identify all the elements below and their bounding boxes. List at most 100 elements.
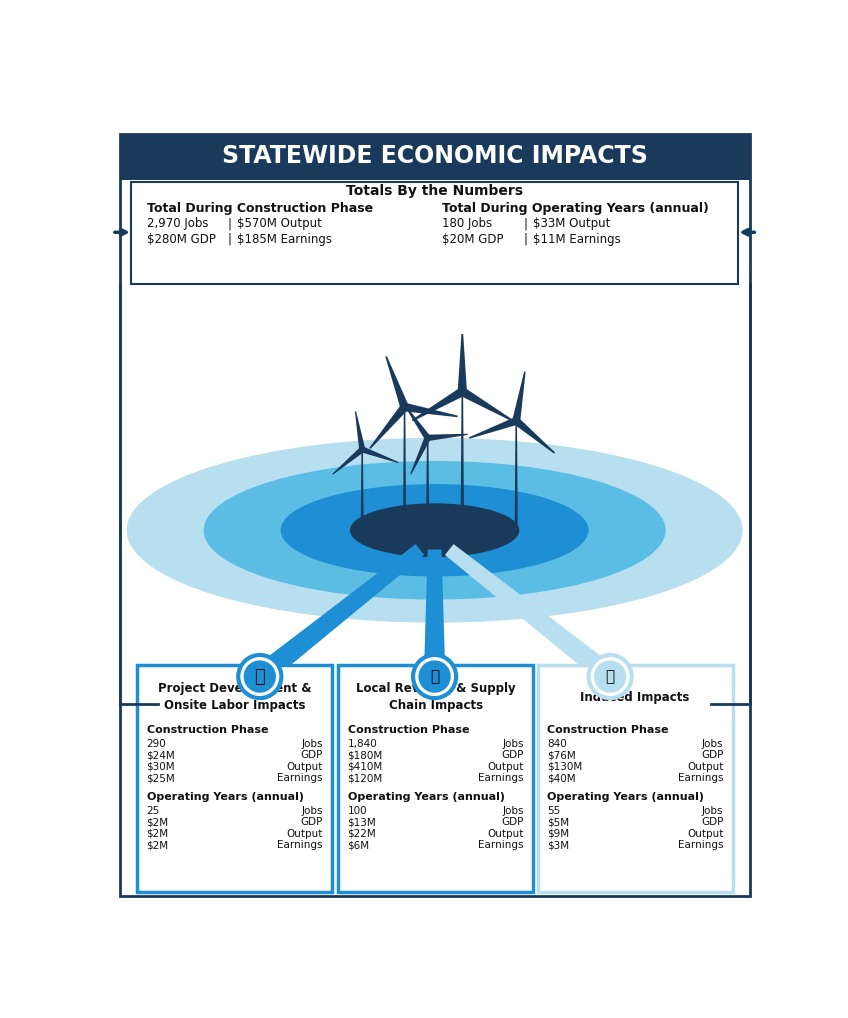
Polygon shape: [427, 438, 429, 530]
Text: $40M: $40M: [547, 774, 576, 783]
Circle shape: [360, 447, 365, 452]
Text: Jobs: Jobs: [702, 805, 723, 815]
Text: GDP: GDP: [501, 817, 524, 827]
Text: GDP: GDP: [701, 817, 723, 827]
Text: Jobs: Jobs: [301, 805, 323, 815]
Text: $25M: $25M: [147, 774, 176, 783]
Text: $6M: $6M: [348, 840, 370, 850]
Text: $9M: $9M: [547, 829, 569, 839]
Polygon shape: [445, 544, 616, 685]
Text: $24M: $24M: [147, 750, 176, 760]
Text: Local Revenue & Supply
Chain Impacts: Local Revenue & Supply Chain Impacts: [356, 682, 516, 713]
Text: |: |: [523, 217, 527, 230]
Text: Induced Impacts: Induced Impacts: [581, 691, 690, 703]
Text: Output: Output: [488, 761, 524, 772]
Text: Operating Years (annual): Operating Years (annual): [547, 792, 704, 802]
Text: Jobs: Jobs: [502, 805, 524, 815]
Text: 2,970 Jobs: 2,970 Jobs: [147, 217, 208, 230]
Ellipse shape: [126, 438, 743, 623]
Text: Jobs: Jobs: [502, 738, 524, 748]
Text: |: |: [228, 217, 232, 230]
FancyBboxPatch shape: [338, 665, 533, 892]
Text: |: |: [228, 233, 232, 245]
Text: $180M: $180M: [348, 750, 382, 760]
Text: 25: 25: [147, 805, 160, 815]
Text: $130M: $130M: [547, 761, 583, 772]
Text: $120M: $120M: [348, 774, 382, 783]
Text: $280M GDP: $280M GDP: [147, 233, 215, 245]
Text: GDP: GDP: [701, 750, 723, 760]
Polygon shape: [512, 372, 526, 421]
Text: Construction Phase: Construction Phase: [147, 726, 268, 735]
Polygon shape: [469, 417, 517, 439]
Text: Operating Years (annual): Operating Years (annual): [147, 792, 304, 802]
Text: 180 Jobs: 180 Jobs: [443, 217, 493, 230]
Text: Construction Phase: Construction Phase: [547, 726, 668, 735]
Text: Construction Phase: Construction Phase: [348, 726, 469, 735]
Text: Operating Years (annual): Operating Years (annual): [348, 792, 505, 802]
Polygon shape: [403, 407, 406, 530]
Text: Output: Output: [687, 761, 723, 772]
Polygon shape: [515, 420, 518, 528]
Circle shape: [589, 655, 632, 698]
Text: $3M: $3M: [547, 840, 569, 850]
Circle shape: [413, 655, 456, 698]
FancyBboxPatch shape: [538, 665, 733, 892]
Text: ⛑: ⛑: [254, 668, 265, 685]
Text: Total During Operating Years (annual): Total During Operating Years (annual): [443, 202, 709, 215]
Text: $2M: $2M: [147, 829, 169, 839]
Polygon shape: [355, 411, 365, 450]
FancyBboxPatch shape: [131, 182, 738, 284]
Text: 290: 290: [147, 738, 166, 748]
Polygon shape: [460, 392, 464, 526]
Circle shape: [426, 436, 430, 440]
Circle shape: [514, 418, 518, 423]
Polygon shape: [460, 388, 513, 421]
Text: $11M Earnings: $11M Earnings: [533, 233, 621, 245]
Text: Output: Output: [488, 829, 524, 839]
Text: Output: Output: [687, 829, 723, 839]
Text: $185M Earnings: $185M Earnings: [237, 233, 332, 245]
Text: $570M Output: $570M Output: [237, 217, 322, 230]
Polygon shape: [410, 437, 431, 474]
Text: GDP: GDP: [300, 817, 323, 827]
Text: $30M: $30M: [147, 761, 176, 772]
Polygon shape: [424, 550, 445, 677]
Circle shape: [402, 404, 407, 409]
Text: 100: 100: [348, 805, 367, 815]
FancyBboxPatch shape: [137, 665, 332, 892]
Circle shape: [243, 661, 276, 692]
Text: 840: 840: [547, 738, 566, 748]
Text: Earnings: Earnings: [478, 840, 524, 850]
Text: $76M: $76M: [547, 750, 576, 760]
Text: Earnings: Earnings: [478, 774, 524, 783]
Circle shape: [594, 661, 627, 692]
Polygon shape: [412, 388, 465, 421]
Text: Earnings: Earnings: [277, 840, 323, 850]
Polygon shape: [332, 447, 364, 474]
Text: Output: Output: [287, 829, 323, 839]
Polygon shape: [361, 447, 399, 463]
FancyBboxPatch shape: [120, 133, 750, 180]
Text: Jobs: Jobs: [702, 738, 723, 748]
Text: 👥: 👥: [605, 669, 615, 684]
Ellipse shape: [350, 503, 519, 557]
Text: $20M GDP: $20M GDP: [443, 233, 504, 245]
Ellipse shape: [281, 485, 589, 576]
Text: $22M: $22M: [348, 829, 377, 839]
Text: $5M: $5M: [547, 817, 569, 827]
Text: $33M Output: $33M Output: [533, 217, 611, 230]
Ellipse shape: [204, 461, 666, 600]
Text: Total During Construction Phase: Total During Construction Phase: [147, 202, 373, 215]
Text: $13M: $13M: [348, 817, 377, 827]
Text: 55: 55: [547, 805, 561, 815]
Polygon shape: [404, 403, 458, 417]
Text: $410M: $410M: [348, 761, 382, 772]
Text: STATEWIDE ECONOMIC IMPACTS: STATEWIDE ECONOMIC IMPACTS: [221, 144, 648, 168]
Polygon shape: [404, 405, 430, 440]
Text: Earnings: Earnings: [678, 774, 723, 783]
Text: Jobs: Jobs: [301, 738, 323, 748]
Circle shape: [460, 389, 465, 394]
Polygon shape: [458, 334, 467, 392]
Polygon shape: [370, 404, 408, 449]
